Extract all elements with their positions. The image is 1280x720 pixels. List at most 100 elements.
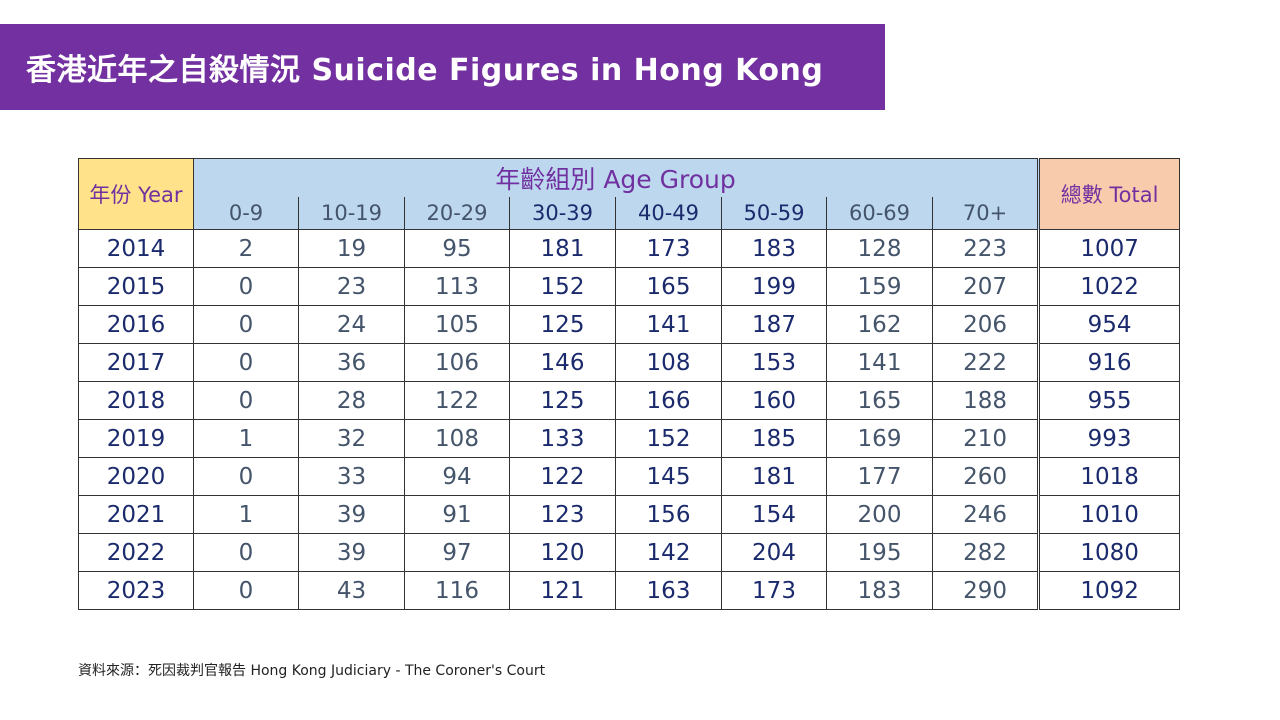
age-group-header-cell: 10-19 [298, 197, 405, 230]
value-cell: 1 [193, 495, 299, 534]
value-cell: 108 [404, 419, 510, 458]
value-cell: 282 [931, 533, 1040, 572]
value-cell: 91 [404, 495, 510, 534]
value-cell: 187 [721, 305, 827, 344]
value-cell: 160 [721, 381, 827, 420]
table-row: 2016 0 24 105 125 141 187 162 206 954 [78, 305, 1181, 344]
value-cell: 121 [509, 571, 616, 610]
value-cell: 173 [721, 571, 827, 610]
value-cell: 165 [615, 267, 722, 306]
value-cell: 222 [931, 343, 1040, 382]
value-cell: 162 [826, 305, 933, 344]
value-cell: 181 [509, 229, 616, 268]
table-row: 2015 0 23 113 152 165 199 159 207 1022 [78, 267, 1181, 306]
value-cell: 146 [509, 343, 616, 382]
year-cell: 2015 [78, 267, 194, 306]
total-cell: 1022 [1037, 267, 1181, 306]
value-cell: 154 [721, 495, 827, 534]
value-cell: 39 [298, 533, 405, 572]
page-title: 香港近年之自殺情況 Suicide Figures in Hong Kong [0, 24, 885, 110]
source-note: 資料來源：死因裁判官報告 Hong Kong Judiciary - The C… [78, 663, 546, 679]
year-cell: 2023 [78, 571, 194, 610]
value-cell: 23 [298, 267, 405, 306]
value-cell: 204 [721, 533, 827, 572]
value-cell: 133 [509, 419, 616, 458]
table-row: 2021 1 39 91 123 156 154 200 246 1010 [78, 495, 1181, 534]
value-cell: 152 [509, 267, 616, 306]
value-cell: 123 [509, 495, 616, 534]
value-cell: 163 [615, 571, 722, 610]
value-cell: 32 [298, 419, 405, 458]
age-group-header: 年齡組別 Age Group [192, 158, 1040, 197]
value-cell: 141 [615, 305, 722, 344]
value-cell: 33 [298, 457, 405, 496]
value-cell: 95 [404, 229, 510, 268]
table-row: 2019 1 32 108 133 152 185 169 210 993 [78, 419, 1181, 458]
value-cell: 125 [509, 305, 616, 344]
total-cell: 1007 [1037, 229, 1181, 268]
suicide-figures-table-container: 年份 Year 年齡組別 Age Group 總數 Total 0-9 10-19… [78, 158, 1181, 610]
total-cell: 955 [1037, 381, 1181, 420]
value-cell: 260 [931, 457, 1040, 496]
year-cell: 2020 [78, 457, 194, 496]
value-cell: 97 [404, 533, 510, 572]
total-cell: 954 [1037, 305, 1181, 344]
value-cell: 246 [931, 495, 1040, 534]
value-cell: 120 [509, 533, 616, 572]
header-row-top: 年份 Year 年齡組別 Age Group 總數 Total [78, 158, 1181, 230]
value-cell: 108 [615, 343, 722, 382]
year-cell: 2014 [78, 229, 194, 268]
value-cell: 156 [615, 495, 722, 534]
year-cell: 2016 [78, 305, 194, 344]
value-cell: 0 [193, 305, 299, 344]
age-group-header-cell: 30-39 [509, 197, 616, 230]
value-cell: 199 [721, 267, 827, 306]
value-cell: 142 [615, 533, 722, 572]
value-cell: 173 [615, 229, 722, 268]
age-group-header-cell: 0-9 [193, 197, 299, 230]
value-cell: 206 [931, 305, 1040, 344]
value-cell: 19 [298, 229, 405, 268]
value-cell: 116 [404, 571, 510, 610]
suicide-figures-table: 年份 Year 年齡組別 Age Group 總數 Total 0-9 10-19… [78, 158, 1181, 610]
value-cell: 122 [404, 381, 510, 420]
total-cell: 993 [1037, 419, 1181, 458]
value-cell: 125 [509, 381, 616, 420]
year-cell: 2018 [78, 381, 194, 420]
value-cell: 152 [615, 419, 722, 458]
age-group-header-cell: 70+ [931, 197, 1040, 230]
value-cell: 141 [826, 343, 933, 382]
age-group-header-cell: 60-69 [826, 197, 933, 230]
year-header: 年份 Year [78, 158, 194, 230]
value-cell: 105 [404, 305, 510, 344]
total-cell: 1018 [1037, 457, 1181, 496]
value-cell: 0 [193, 343, 299, 382]
value-cell: 28 [298, 381, 405, 420]
value-cell: 43 [298, 571, 405, 610]
age-group-header-cell: 50-59 [721, 197, 827, 230]
value-cell: 223 [931, 229, 1040, 268]
value-cell: 200 [826, 495, 933, 534]
value-cell: 210 [931, 419, 1040, 458]
total-cell: 1080 [1037, 533, 1181, 572]
total-cell: 1010 [1037, 495, 1181, 534]
table-row: 2017 0 36 106 146 108 153 141 222 916 [78, 343, 1181, 382]
value-cell: 159 [826, 267, 933, 306]
table-body: 2014 2 19 95 181 173 183 128 223 1007 2015 0 23 113 15… [78, 229, 1181, 610]
value-cell: 207 [931, 267, 1040, 306]
table-row: 2018 0 28 122 125 166 160 165 188 955 [78, 381, 1181, 420]
age-group-header-cell: 40-49 [615, 197, 722, 230]
value-cell: 0 [193, 267, 299, 306]
value-cell: 195 [826, 533, 933, 572]
value-cell: 2 [193, 229, 299, 268]
value-cell: 183 [721, 229, 827, 268]
value-cell: 0 [193, 381, 299, 420]
value-cell: 165 [826, 381, 933, 420]
value-cell: 177 [826, 457, 933, 496]
header-row-age-groups: 0-9 10-19 20-29 30-39 40-49 50-59 60-69 70+ [79, 197, 1180, 230]
value-cell: 181 [721, 457, 827, 496]
year-cell: 2021 [78, 495, 194, 534]
value-cell: 106 [404, 343, 510, 382]
value-cell: 94 [404, 457, 510, 496]
total-header: 總數 Total [1037, 158, 1181, 230]
